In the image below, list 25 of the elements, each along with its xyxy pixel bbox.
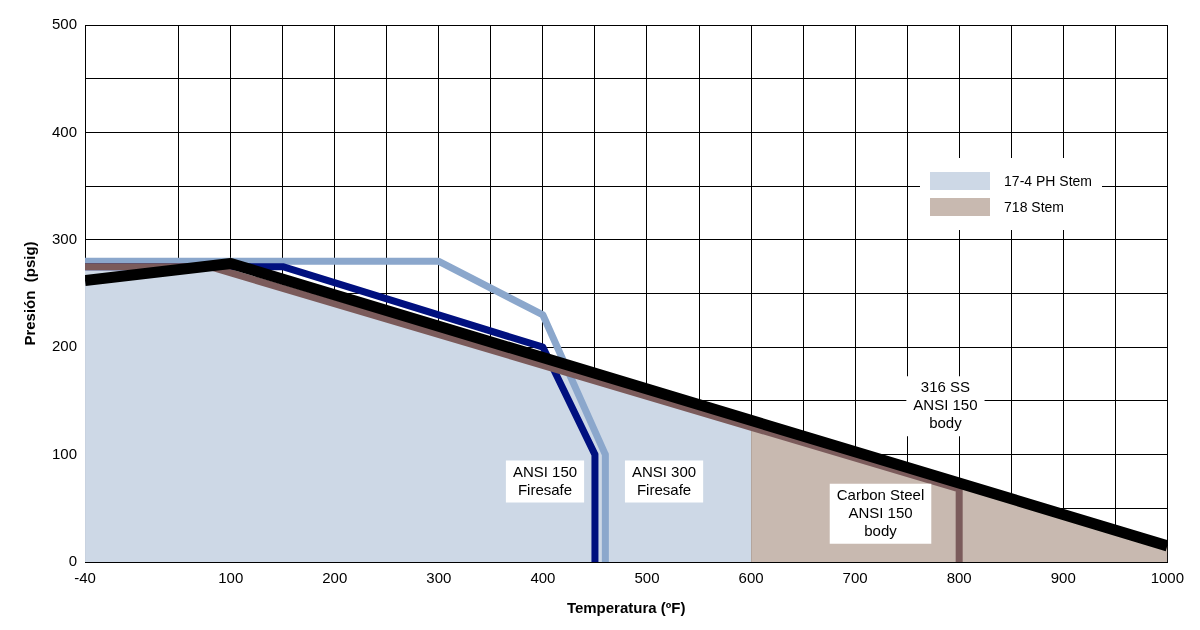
x-tick-label: 100 (218, 569, 244, 587)
y-tick-label: 200 (52, 337, 78, 355)
x-tick-label: 800 (946, 569, 972, 587)
legend-label: 17-4 PH Stem (1004, 173, 1092, 189)
x-tick-label: 300 (426, 569, 452, 587)
annotation: ANSI 150 Firesafe (512, 462, 578, 498)
y-tick-label: 0 (68, 552, 78, 570)
x-tick-label: 200 (322, 569, 348, 587)
x-tick-label: 1000 (1150, 569, 1184, 587)
x-tick-label: -40 (74, 569, 96, 587)
x-tick-label: 700 (842, 569, 868, 587)
annotation: 316 SS ANSI 150 body (913, 378, 978, 432)
x-tick-label: 900 (1050, 569, 1076, 587)
annotation: ANSI 300 Firesafe (631, 462, 697, 498)
y-tick-label: 100 (52, 444, 78, 462)
x-tick-label: 600 (738, 569, 764, 587)
x-tick-label: 500 (634, 569, 660, 587)
x-axis-title: Temperatura (ºF) (566, 599, 686, 617)
y-tick-label: 400 (52, 122, 78, 140)
legend-label: 718 Stem (1004, 199, 1064, 215)
y-tick-label: 300 (52, 229, 78, 247)
y-tick-label: 500 (52, 15, 78, 33)
y-axis-title: Presión (psig) (21, 241, 39, 346)
x-tick-label: 400 (530, 569, 556, 587)
annotation: Carbon Steel ANSI 150 body (836, 485, 925, 539)
